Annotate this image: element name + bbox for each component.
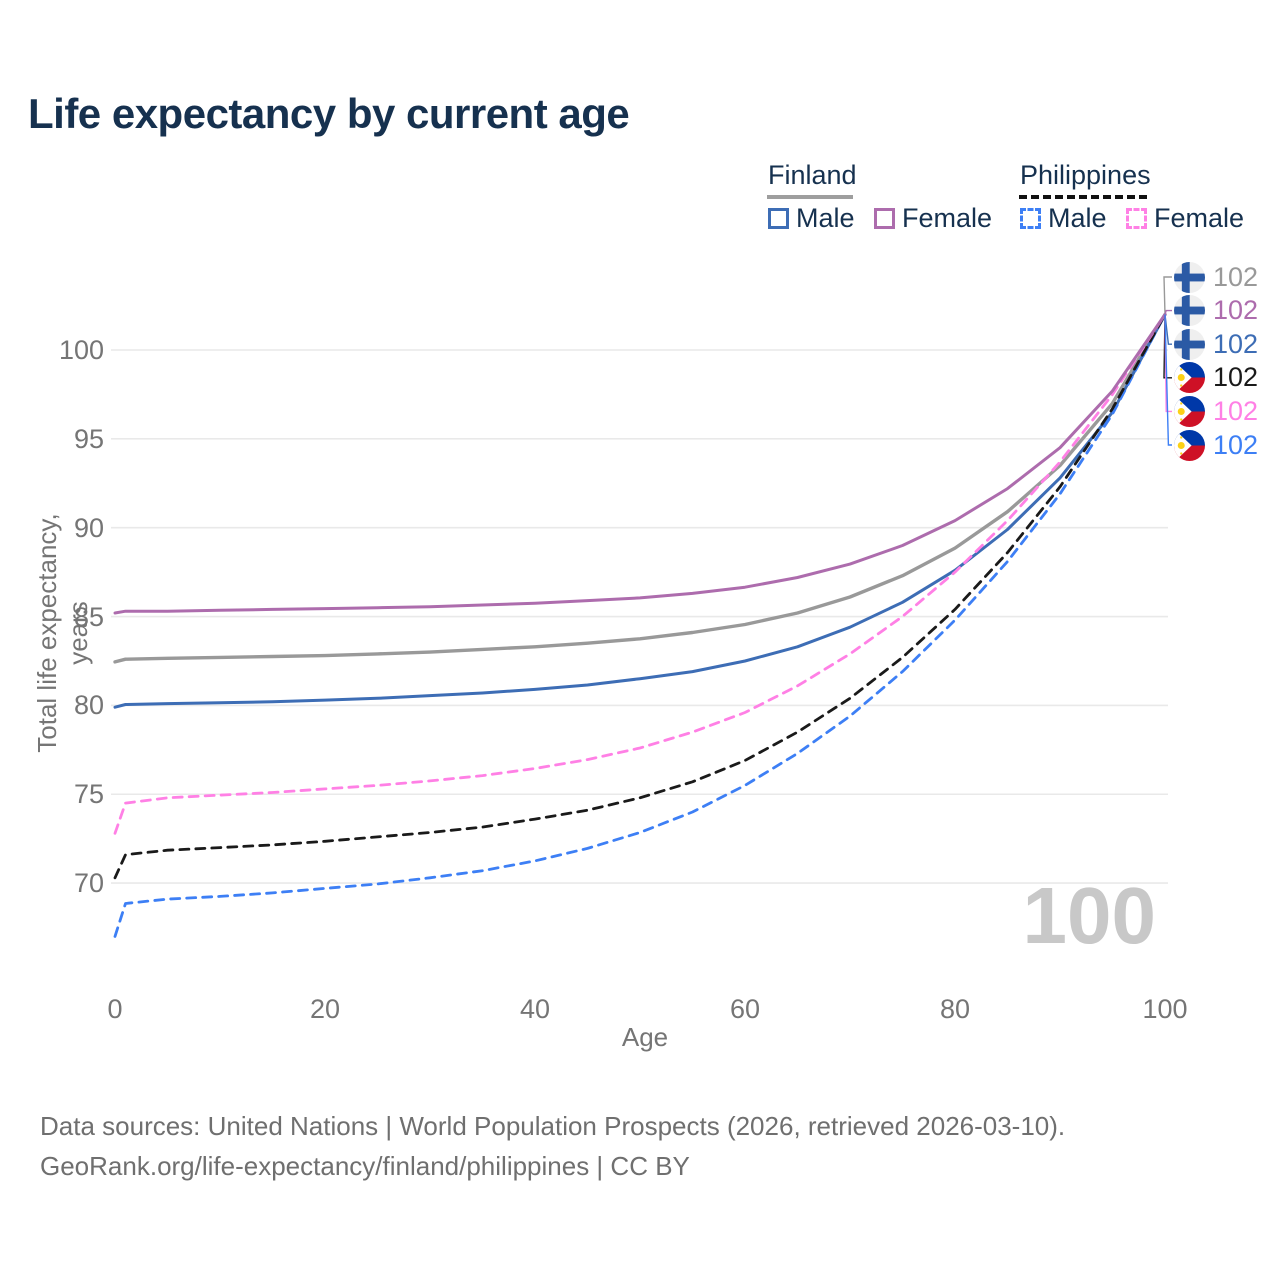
philippines-flag-icon	[1174, 429, 1205, 461]
legend-group-title-finland: Finland	[768, 160, 857, 190]
philippines-flag-icon	[1174, 395, 1205, 427]
x-tick-60: 60	[729, 994, 761, 1024]
age-watermark: 100	[1022, 871, 1156, 960]
legend-item-label: Female	[1154, 203, 1245, 233]
x-tick-80: 80	[939, 994, 971, 1024]
end-label-finland-female: 102	[1174, 294, 1258, 328]
finland-male-swatch-icon	[768, 208, 789, 229]
y-tick-90: 90	[73, 512, 104, 543]
x-tick-20: 20	[309, 994, 341, 1024]
line-finland-female[interactable]	[113, 313, 1167, 615]
end-label-philippines-both-sexes: 102	[1174, 361, 1258, 395]
line-finland-total[interactable]	[113, 312, 1167, 664]
legend-item-finland-female[interactable]: Female	[874, 203, 992, 234]
line-finland-male[interactable]	[113, 313, 1167, 709]
finland-flag-icon	[1174, 295, 1205, 327]
legend-item-finland-male[interactable]: Male	[768, 203, 855, 234]
x-tick-0: 0	[107, 994, 123, 1024]
x-tick-40: 40	[519, 994, 551, 1024]
end-label-finland-male: 102	[1174, 327, 1258, 361]
end-label-connector	[1164, 309, 1172, 315]
end-label-philippines-male: 102	[1174, 428, 1258, 462]
end-label-philippines-female: 102	[1174, 394, 1258, 428]
end-value: 102	[1213, 362, 1259, 393]
page-title: Life expectancy by current age	[28, 90, 630, 137]
end-label-connector	[1164, 314, 1172, 345]
legend-item-label: Male	[1048, 203, 1107, 233]
end-label-connector	[1163, 276, 1172, 315]
legend-item-label: Female	[902, 203, 993, 233]
philippines-flag-icon	[1174, 362, 1205, 394]
philippines-female-swatch-icon	[1126, 208, 1147, 229]
source-url-text[interactable]: GeoRank.org/life-expectancy/finland/phil…	[40, 1151, 690, 1182]
y-tick-80: 80	[73, 690, 104, 721]
legend-finland-line-sample	[767, 195, 853, 199]
y-tick-85: 85	[73, 601, 104, 632]
y-axis-title: Total life expectancy, years	[32, 513, 93, 753]
legend-item-philippines-male[interactable]: Male	[1020, 203, 1107, 234]
y-tick-75: 75	[73, 779, 104, 810]
attribution-footer: Data sources: United Nations | World Pop…	[40, 1106, 1190, 1187]
end-value: 102	[1213, 429, 1259, 460]
y-tick-100: 100	[58, 335, 104, 365]
finland-female-swatch-icon	[874, 208, 895, 229]
finland-flag-icon	[1174, 328, 1205, 360]
x-tick-100: 100	[1142, 994, 1188, 1024]
end-value: 102	[1213, 261, 1259, 292]
line-philippines-male[interactable]	[113, 313, 1167, 938]
end-value: 102	[1213, 295, 1259, 326]
y-tick-95: 95	[73, 423, 104, 454]
data-sources-text: Data sources: United Nations | World Pop…	[40, 1111, 1066, 1141]
x-axis-title: Age	[621, 1022, 669, 1052]
y-tick-70: 70	[73, 868, 104, 899]
end-label-finland-both-sexes: 102	[1174, 260, 1258, 294]
legend-philippines-line-sample	[1019, 195, 1147, 199]
line-philippines-female[interactable]	[113, 313, 1167, 835]
philippines-male-swatch-icon	[1020, 208, 1041, 229]
end-label-connector	[1164, 314, 1172, 446]
line-philippines-total[interactable]	[113, 313, 1167, 880]
finland-flag-icon	[1174, 261, 1205, 293]
legend-group-title-philippines: Philippines	[1020, 160, 1151, 190]
legend-item-label: Male	[796, 203, 855, 233]
legend-item-philippines-female[interactable]: Female	[1126, 203, 1244, 234]
end-value: 102	[1213, 328, 1259, 359]
end-value: 102	[1213, 395, 1259, 426]
